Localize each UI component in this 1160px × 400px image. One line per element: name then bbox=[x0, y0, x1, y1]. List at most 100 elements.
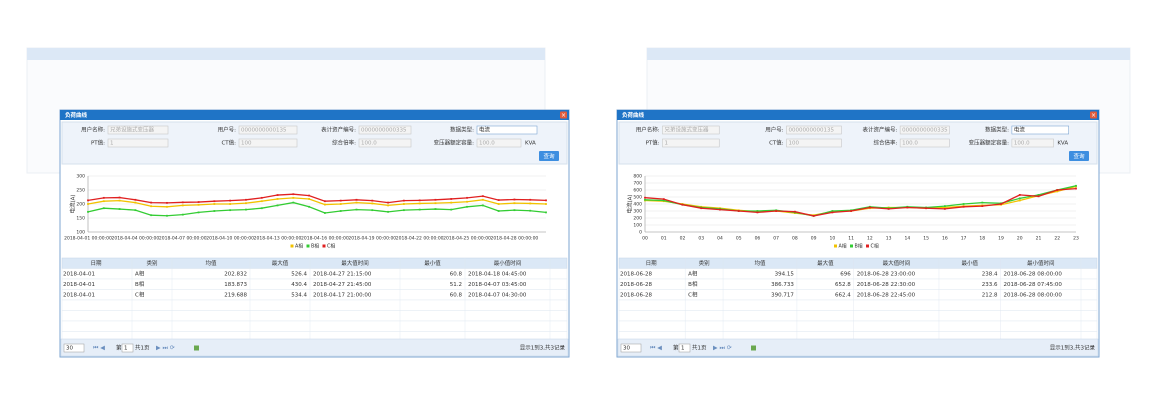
data-point bbox=[529, 198, 532, 201]
export-icon[interactable] bbox=[194, 345, 199, 351]
y-axis-label: 电流(A) bbox=[626, 194, 634, 213]
field-input[interactable] bbox=[476, 138, 522, 148]
title-bar bbox=[617, 110, 1099, 120]
field-input[interactable] bbox=[476, 125, 538, 135]
table-cell: 60.8 bbox=[450, 271, 463, 277]
table-cell: 183.873 bbox=[224, 282, 247, 288]
field-input[interactable] bbox=[899, 138, 950, 148]
data-point bbox=[276, 194, 279, 196]
x-tick-label: 12 bbox=[867, 236, 873, 242]
x-tick-label: 09 bbox=[811, 236, 817, 242]
y-tick-label: 300 bbox=[633, 209, 642, 215]
field-label: 综合倍率: bbox=[332, 139, 356, 147]
field-input[interactable] bbox=[107, 138, 169, 148]
data-point bbox=[387, 204, 389, 207]
query-button-label: 查询 bbox=[543, 152, 555, 160]
field-value: 0000000000335 bbox=[361, 128, 407, 134]
field-value: 100.0 bbox=[902, 141, 918, 147]
data-point bbox=[1018, 194, 1021, 196]
field-input[interactable] bbox=[662, 125, 720, 135]
data-point bbox=[794, 210, 796, 213]
y-tick-label: 0 bbox=[639, 230, 642, 236]
data-point bbox=[150, 214, 153, 217]
export-icon[interactable] bbox=[751, 345, 756, 351]
field-label: 用户名称: bbox=[81, 126, 105, 134]
page-size-select[interactable] bbox=[63, 343, 85, 353]
query-button[interactable] bbox=[539, 151, 559, 161]
field-input[interactable] bbox=[662, 138, 720, 148]
x-tick-label: 15 bbox=[923, 236, 929, 242]
field-input[interactable] bbox=[899, 125, 950, 135]
data-point bbox=[292, 193, 295, 196]
data-point bbox=[308, 205, 311, 208]
x-tick-label: 04 bbox=[717, 236, 723, 242]
table-cell: 60.8 bbox=[450, 292, 463, 298]
table-cell: 2018-04-07 04:30:00 bbox=[468, 292, 527, 298]
field-value: 1 bbox=[110, 141, 114, 147]
data-point bbox=[308, 198, 311, 200]
table-cell: 2018-04-01 bbox=[63, 282, 95, 288]
field-input[interactable] bbox=[358, 138, 412, 148]
series-line bbox=[87, 197, 547, 208]
table-cell: 2018-04-01 bbox=[63, 292, 95, 298]
data-point bbox=[943, 205, 946, 207]
data-point bbox=[466, 205, 468, 208]
x-tick-label: 2018-04-16 00:00:00 bbox=[301, 236, 349, 242]
page-size-select[interactable] bbox=[620, 343, 642, 353]
x-tick-label: 19 bbox=[998, 236, 1004, 242]
data-point bbox=[756, 210, 759, 212]
column-header: 日期 bbox=[90, 260, 102, 267]
data-point bbox=[339, 210, 342, 212]
field-label: 用户名称: bbox=[636, 126, 660, 134]
data-point bbox=[339, 203, 342, 205]
table-cell: 2018-04-27 21:45:00 bbox=[313, 282, 372, 288]
data-point bbox=[962, 205, 965, 208]
data-point bbox=[481, 204, 484, 207]
x-tick-label: 16 bbox=[942, 236, 948, 242]
data-point bbox=[662, 199, 665, 202]
query-button[interactable] bbox=[1069, 151, 1089, 161]
data-point bbox=[418, 202, 421, 205]
page-input[interactable] bbox=[678, 343, 691, 353]
field-input[interactable] bbox=[1011, 138, 1054, 148]
data-point bbox=[213, 210, 216, 212]
field-input[interactable] bbox=[1011, 125, 1069, 135]
data-point bbox=[466, 196, 468, 199]
close-button[interactable] bbox=[560, 111, 567, 119]
page-number: 1 bbox=[681, 346, 685, 352]
data-point bbox=[150, 201, 153, 204]
data-point bbox=[276, 204, 279, 207]
field-input[interactable] bbox=[786, 125, 842, 135]
pager-icons: ⏮ ◀ bbox=[93, 345, 105, 352]
table-cell: 526.4 bbox=[291, 271, 307, 277]
table-cell: 233.6 bbox=[982, 282, 998, 288]
data-point bbox=[245, 202, 247, 205]
data-point bbox=[134, 209, 137, 212]
y-tick-label: 700 bbox=[633, 181, 642, 187]
unit-label: KVA bbox=[525, 141, 536, 147]
x-tick-label: 01 bbox=[661, 236, 667, 242]
field-input[interactable] bbox=[238, 138, 298, 148]
field-input[interactable] bbox=[786, 138, 842, 148]
data-point bbox=[355, 198, 358, 201]
y-tick-label: 150 bbox=[76, 216, 85, 222]
field-value: 电流 bbox=[479, 126, 491, 134]
data-point bbox=[102, 196, 105, 199]
table-cell: A相 bbox=[135, 269, 145, 277]
field-input[interactable] bbox=[358, 125, 412, 135]
column-header: 最小值时间 bbox=[1027, 259, 1055, 267]
field-input[interactable] bbox=[107, 125, 169, 135]
table-row-bg bbox=[618, 310, 1098, 322]
data-point bbox=[355, 208, 358, 211]
page-input[interactable] bbox=[121, 343, 134, 353]
x-tick-label: 2018-04-19 00:00:00 bbox=[348, 236, 396, 242]
table-cell: B相 bbox=[688, 280, 698, 288]
data-point bbox=[1056, 189, 1059, 191]
y-tick-label: 100 bbox=[76, 230, 85, 236]
field-input[interactable] bbox=[238, 125, 298, 135]
data-point bbox=[402, 203, 405, 205]
data-point bbox=[644, 198, 646, 201]
column-header: 日期 bbox=[646, 260, 658, 267]
data-point bbox=[812, 215, 815, 217]
close-button[interactable] bbox=[1090, 111, 1097, 119]
